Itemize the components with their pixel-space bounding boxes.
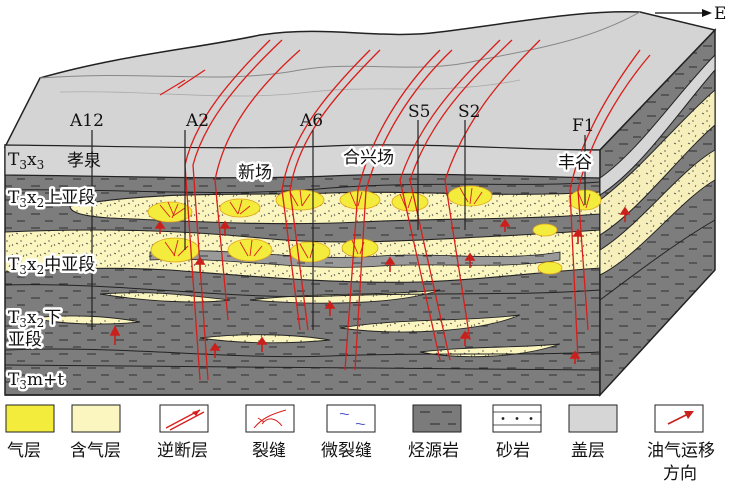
fracture-swarms [159, 187, 591, 259]
strata-labels: T3x3 T3x2上亚段 T3x2中亚段 T3x2下 亚段 T3m+t [6, 150, 98, 395]
field-label-fenggu: 丰谷 [558, 153, 592, 173]
legend-item-migration: 油气运移 方向 [647, 404, 715, 484]
legend-item-microfracture: 微裂缝 [321, 404, 376, 461]
well-lines [91, 120, 586, 330]
legend: 气层 含气层 逆断层 裂缝 微裂缝 烃源岩 [5, 404, 715, 484]
legend-item-source-rock: 烃源岩 [408, 404, 462, 461]
svg-text:微裂缝: 微裂缝 [321, 441, 372, 461]
legend-item-reverse-fault: 逆断层 [157, 404, 209, 461]
migration-arrows [109, 206, 631, 364]
stratum-t3x2-lower-line2: 亚段 [8, 330, 42, 350]
svg-text:砂岩: 砂岩 [496, 441, 530, 461]
svg-text:油气运移: 油气运移 [647, 441, 715, 461]
well-label-a6: A6 [299, 111, 323, 131]
svg-text:裂缝: 裂缝 [252, 441, 286, 461]
caprock-top-surface [3, 11, 717, 151]
field-label-xinchang: 新场 [238, 163, 272, 183]
svg-text:逆断层: 逆断层 [157, 441, 208, 461]
compass-label: E [714, 4, 726, 24]
legend-item-sandstone: 砂岩 [492, 404, 542, 461]
svg-text:方向: 方向 [663, 464, 697, 484]
gas-accumulations [147, 185, 602, 275]
field-label-xiaoquan: 孝泉 [67, 151, 101, 171]
compass-east: E [655, 4, 726, 24]
well-label-a12: A12 [69, 111, 104, 131]
well-label-s5: S5 [408, 102, 430, 122]
legend-item-gas: 气层 [5, 404, 55, 461]
well-label-f1: F1 [572, 116, 595, 136]
stratum-t3mt: T3m+t [8, 370, 64, 392]
stratum-t3x2-lower: T3x2下 [8, 308, 61, 330]
well-label-s2: S2 [458, 102, 480, 122]
reverse-faults [159, 39, 651, 381]
legend-item-fracture: 裂缝 [245, 404, 295, 461]
svg-text:烃源岩: 烃源岩 [408, 441, 459, 461]
svg-text:盖层: 盖层 [571, 441, 605, 461]
well-labels: A12 A2 A6 S5 S2 F1 [69, 102, 595, 136]
stratum-t3x3: T3x3 [8, 150, 44, 172]
legend-item-caprock: 盖层 [568, 404, 618, 461]
well-label-a2: A2 [185, 111, 209, 131]
stratum-t3x2-middle: T3x2中亚段 [8, 255, 95, 277]
svg-text:气层: 气层 [7, 441, 41, 461]
svg-text:含气层: 含气层 [70, 441, 121, 461]
field-labels: 孝泉 新场 合兴场 丰谷 [67, 146, 595, 186]
field-label-hexingchang: 合兴场 [343, 148, 394, 168]
legend-item-gas-bearing: 含气层 [70, 404, 121, 461]
stratum-t3x2-upper: T3x2上亚段 [8, 188, 95, 210]
